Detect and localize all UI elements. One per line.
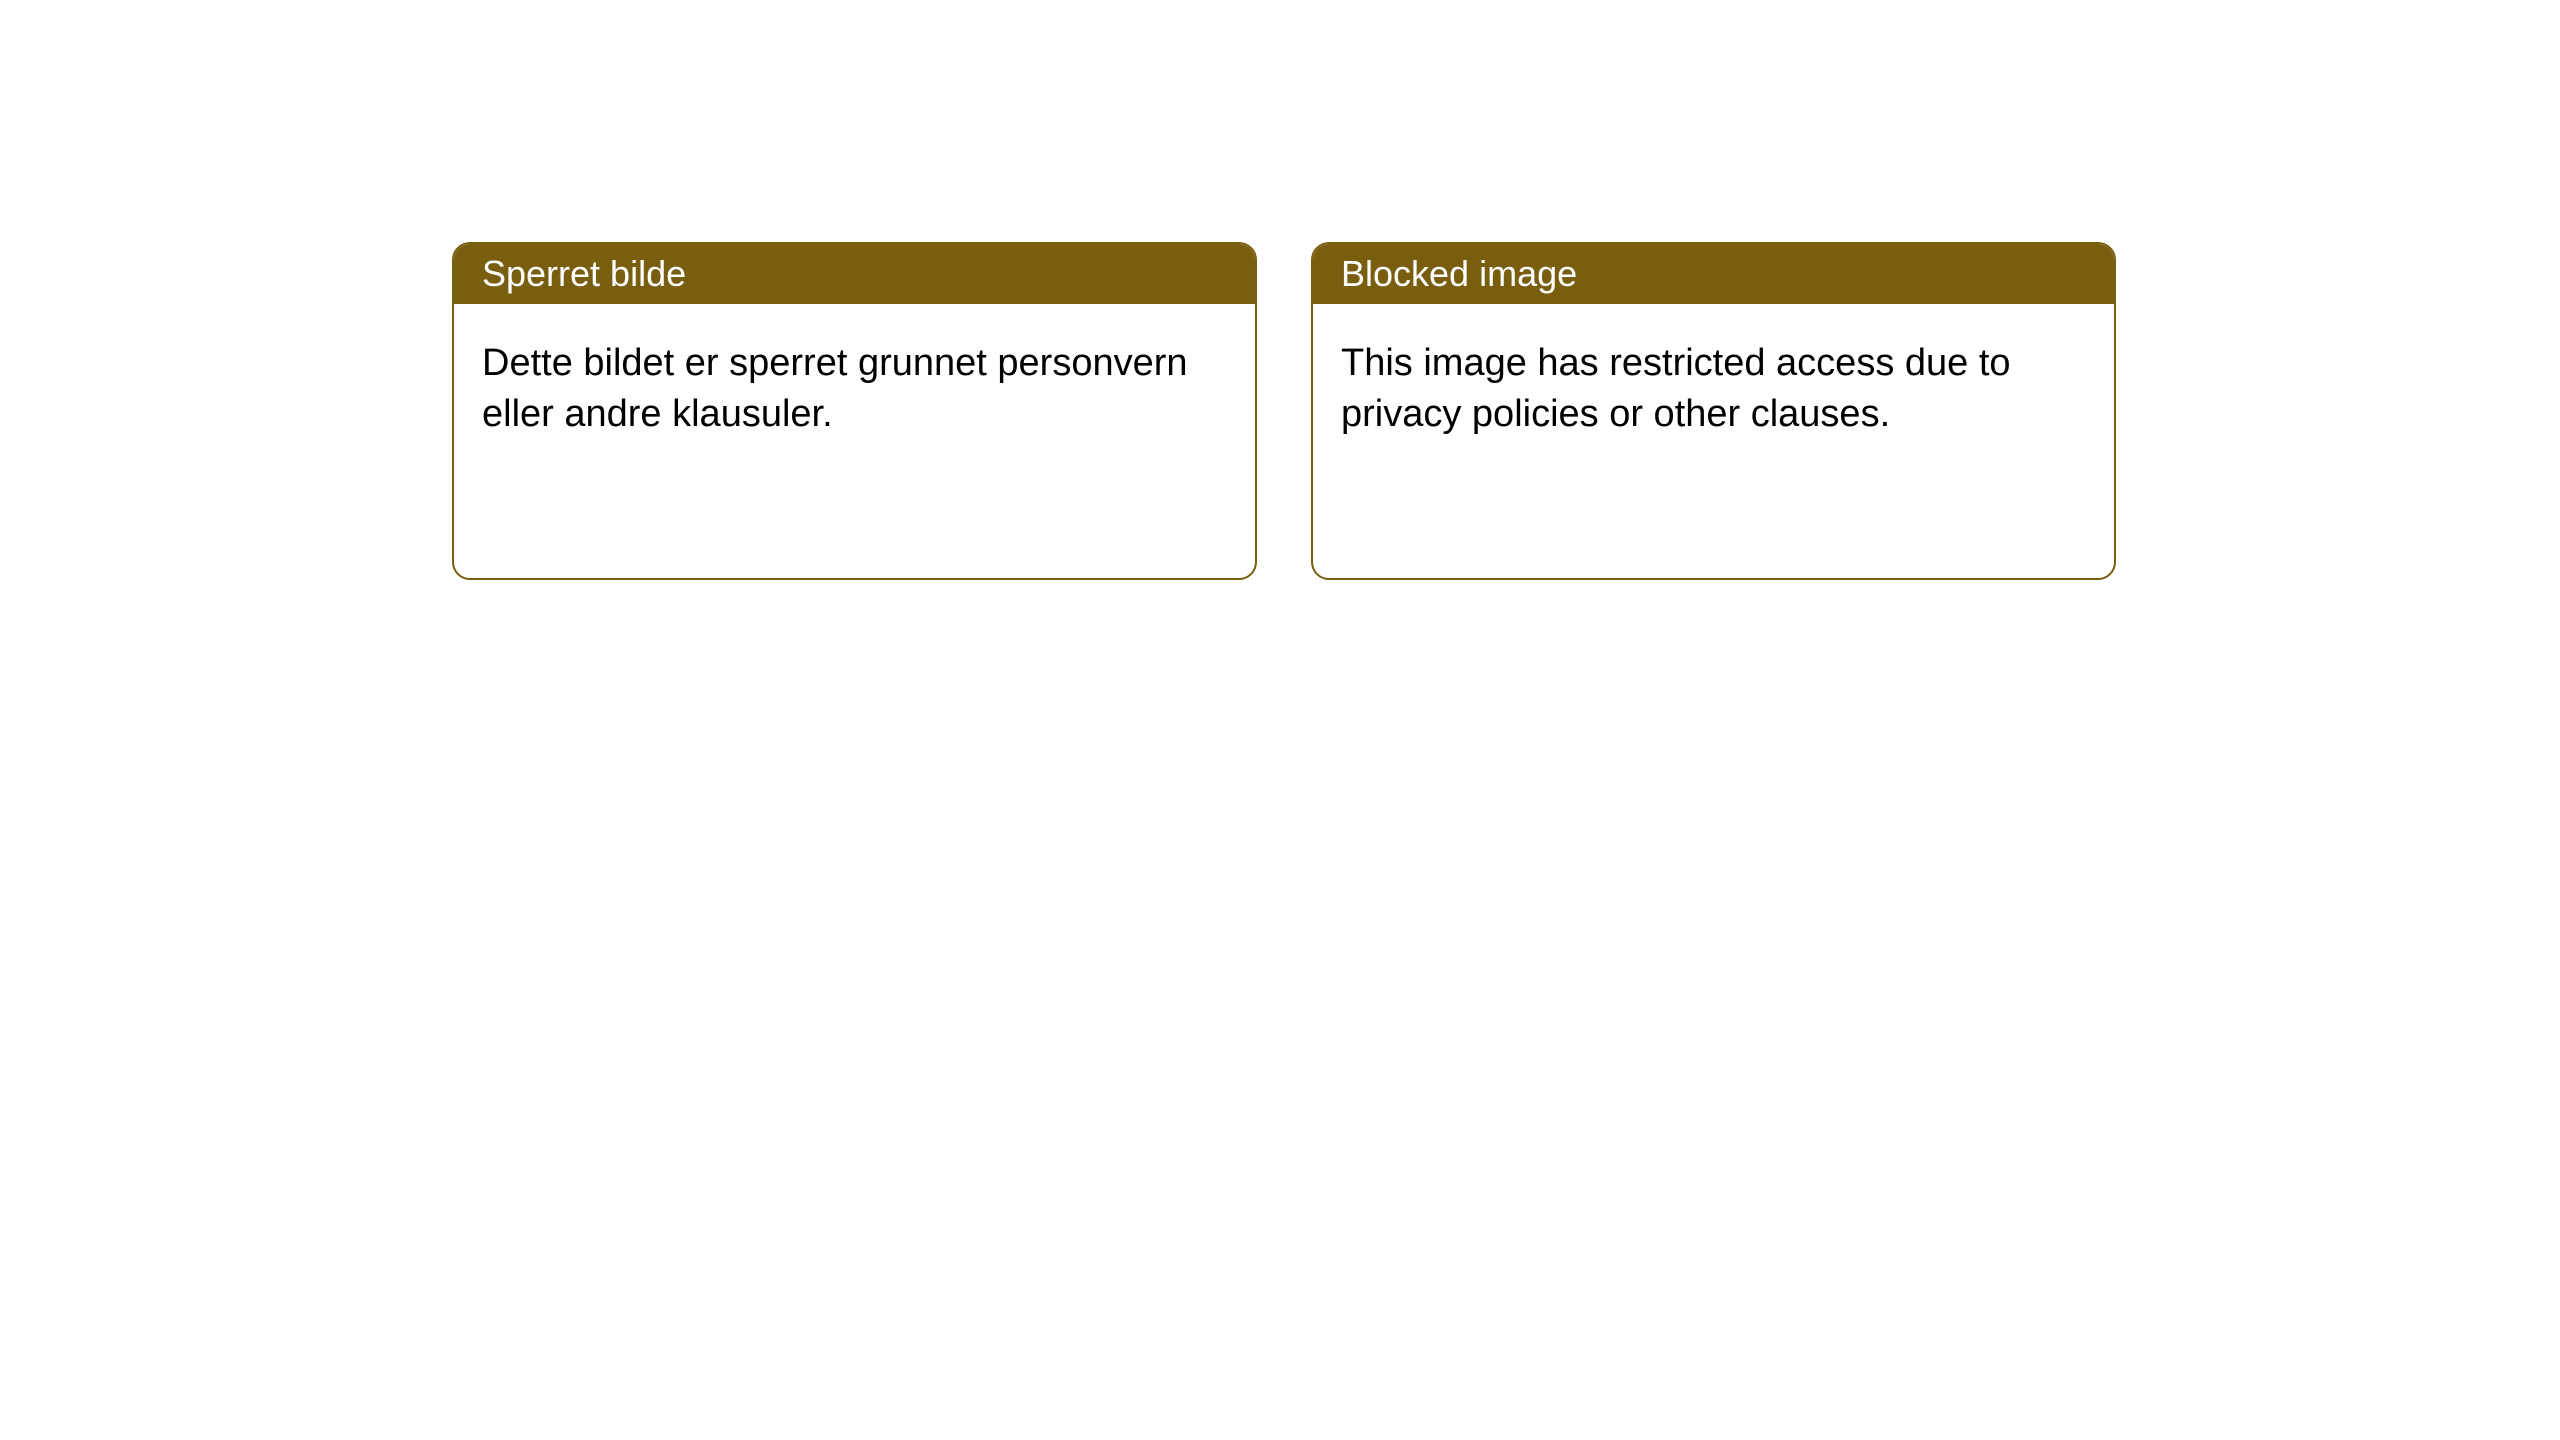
card-header: Blocked image [1313,244,2114,304]
card-body-text: This image has restricted access due to … [1341,342,2011,435]
card-title: Blocked image [1341,253,1577,295]
notice-card-english: Blocked image This image has restricted … [1311,242,2116,580]
card-body-text: Dette bildet er sperret grunnet personve… [482,342,1188,435]
notice-cards-container: Sperret bilde Dette bildet er sperret gr… [452,242,2116,580]
card-body: Dette bildet er sperret grunnet personve… [454,304,1255,475]
card-title: Sperret bilde [482,253,686,295]
card-body: This image has restricted access due to … [1313,304,2114,475]
notice-card-norwegian: Sperret bilde Dette bildet er sperret gr… [452,242,1257,580]
card-header: Sperret bilde [454,244,1255,304]
